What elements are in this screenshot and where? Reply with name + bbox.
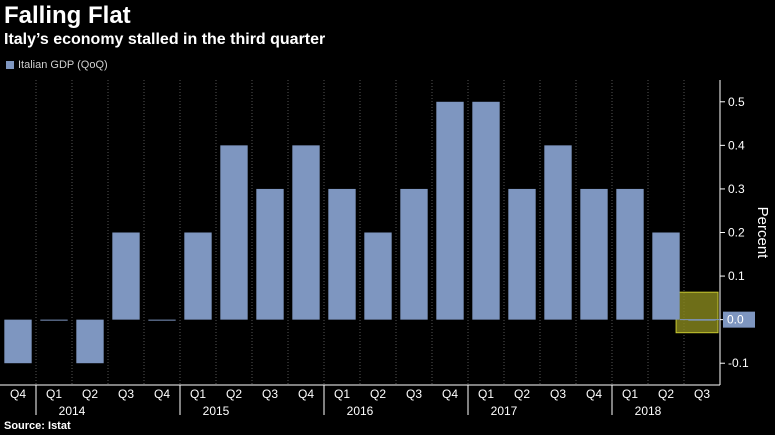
- x-tick-label: Q2: [658, 387, 674, 401]
- x-tick-label: Q1: [190, 387, 206, 401]
- y-tick-label: 0.3: [728, 182, 745, 196]
- highlight-box: [675, 291, 719, 334]
- legend-label: Italian GDP (QoQ): [18, 59, 108, 71]
- bar: [436, 101, 464, 320]
- legend: Italian GDP (QoQ): [6, 59, 108, 71]
- last-value-label: 0.0: [727, 313, 744, 327]
- x-tick-label: Q1: [46, 387, 62, 401]
- bar: [472, 101, 500, 320]
- y-tick-label: -0.1: [728, 356, 749, 370]
- y-axis-title: Percent: [754, 207, 771, 260]
- x-tick-label: Q3: [118, 387, 134, 401]
- x-tick-label: Q4: [442, 387, 458, 401]
- y-tick-label: 0.5: [728, 95, 745, 109]
- bar: [544, 145, 572, 320]
- x-year-label: 2018: [635, 404, 662, 418]
- x-tick-label: Q3: [550, 387, 566, 401]
- x-tick-label: Q4: [10, 387, 26, 401]
- x-tick-label: Q2: [514, 387, 530, 401]
- x-year-label: 2014: [59, 404, 86, 418]
- last-value-box: [723, 311, 755, 328]
- bar: [292, 145, 320, 320]
- bar: [76, 319, 104, 364]
- bar: [616, 188, 644, 320]
- chart-subtitle: Italy’s economy stalled in the third qua…: [4, 31, 326, 48]
- bar: [256, 188, 284, 320]
- x-tick-label: Q4: [154, 387, 170, 401]
- x-tick-label: Q1: [478, 387, 494, 401]
- bar: [508, 188, 536, 320]
- x-tick-label: Q2: [226, 387, 242, 401]
- x-tick-label: Q4: [298, 387, 314, 401]
- x-tick-label: Q2: [82, 387, 98, 401]
- bar: [364, 232, 392, 320]
- bar: [112, 232, 140, 320]
- legend-swatch: [6, 61, 14, 69]
- x-tick-label: Q1: [622, 387, 638, 401]
- bar: [400, 188, 428, 320]
- bar: [40, 319, 68, 321]
- bar: [328, 188, 356, 320]
- x-tick-label: Q2: [370, 387, 386, 401]
- y-tick-label: 0.4: [728, 138, 745, 152]
- x-tick-label: Q3: [694, 387, 710, 401]
- x-year-label: 2017: [491, 404, 518, 418]
- x-year-label: 2015: [203, 404, 230, 418]
- bar: [4, 319, 32, 364]
- bar: [580, 188, 608, 320]
- source-note: Source: Istat: [4, 420, 71, 432]
- chart-title: Falling Flat: [4, 2, 131, 29]
- x-tick-label: Q1: [334, 387, 350, 401]
- y-tick-label: 0.2: [728, 226, 745, 240]
- bar: [184, 232, 212, 320]
- bar: [148, 319, 176, 321]
- x-tick-label: Q3: [406, 387, 422, 401]
- bar: [220, 145, 248, 320]
- x-tick-label: Q4: [586, 387, 602, 401]
- x-year-label: 2016: [347, 404, 374, 418]
- x-tick-label: Q3: [262, 387, 278, 401]
- bar: [652, 232, 680, 320]
- y-tick-label: 0.1: [728, 269, 745, 283]
